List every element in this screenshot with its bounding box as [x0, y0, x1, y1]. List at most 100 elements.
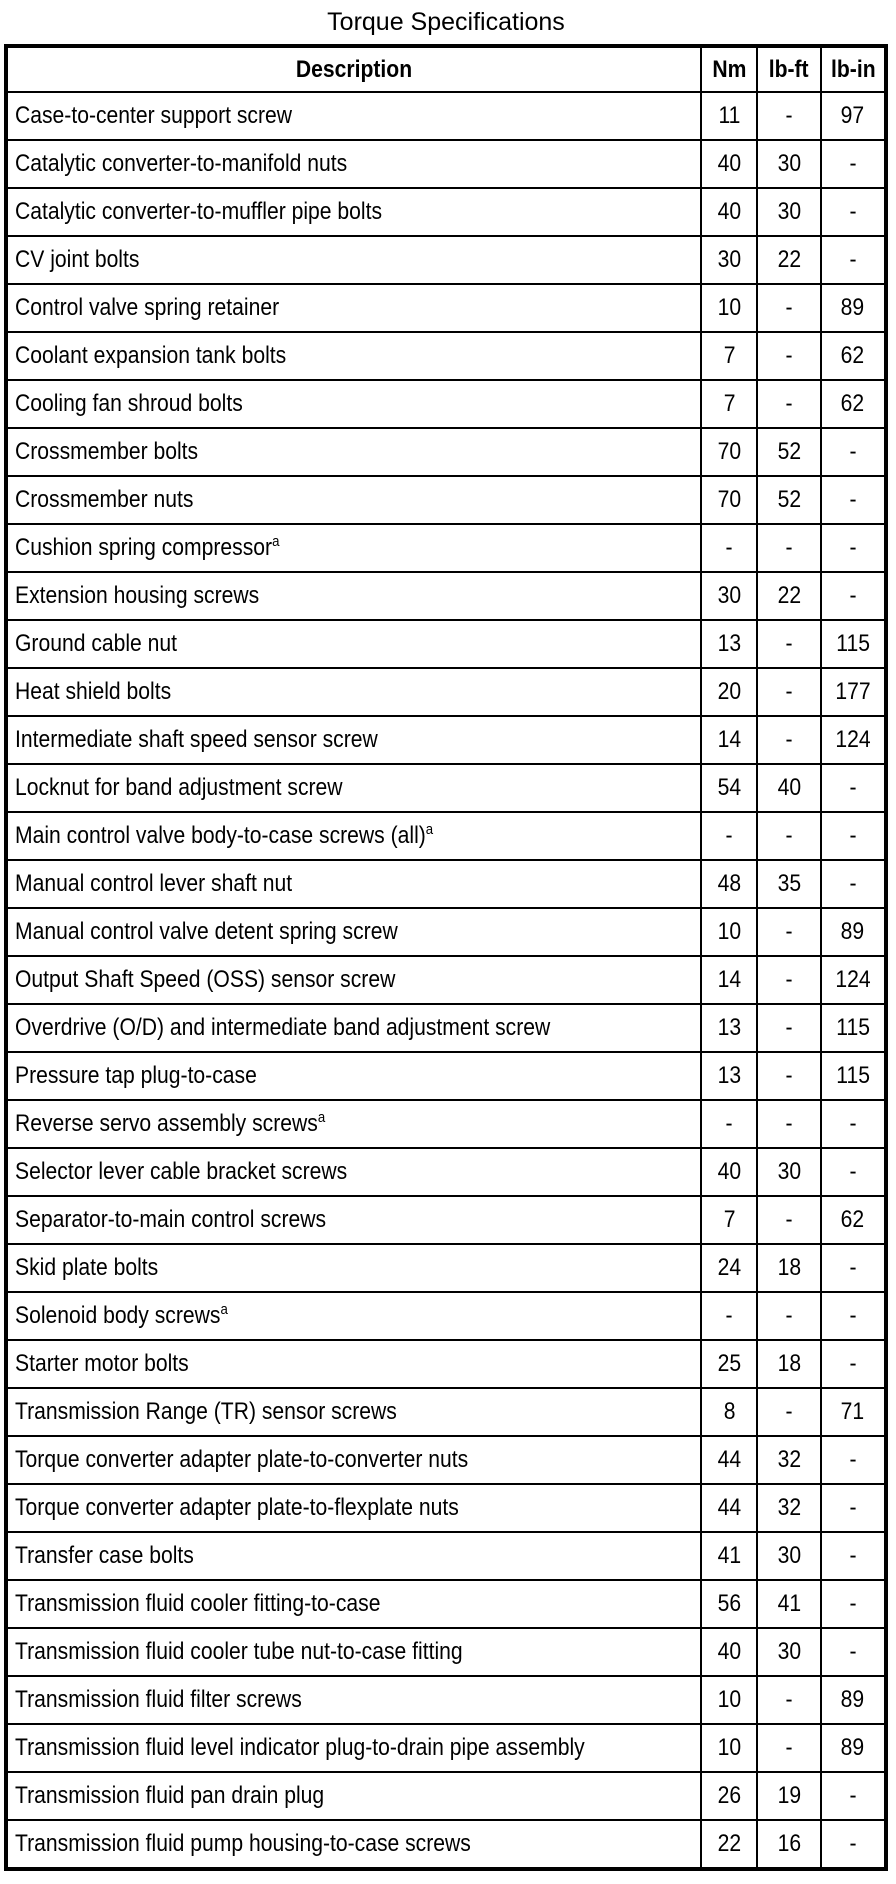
- row-lb-in-value: -: [849, 1638, 857, 1665]
- row-description: Reverse servo assembly screwsa: [15, 1109, 326, 1137]
- row-nm-value: 40: [717, 198, 742, 225]
- table-row: Heat shield bolts 20 - 177: [4, 667, 888, 717]
- row-nm-value: 10: [717, 294, 742, 321]
- table-row: CV joint bolts 30 22 -: [4, 235, 888, 285]
- row-description: Control valve spring retainer: [15, 294, 280, 321]
- row-lb-ft-value: 52: [777, 438, 801, 465]
- row-nm-value: 8: [723, 1398, 736, 1425]
- row-lb-in-value: 115: [835, 1062, 870, 1089]
- row-description: Torque converter adapter plate-to-conver…: [15, 1446, 469, 1473]
- column-header-description: Description: [4, 45, 703, 93]
- table-row: Manual control lever shaft nut 48 35 -: [4, 859, 888, 909]
- row-lb-in-value: -: [849, 1350, 857, 1377]
- row-description: Extension housing screws: [15, 582, 260, 609]
- row-description: Separator-to-main control screws: [15, 1206, 327, 1233]
- row-description: Transmission Range (TR) sensor screws: [15, 1398, 397, 1425]
- row-description: Output Shaft Speed (OSS) sensor screw: [15, 966, 396, 993]
- row-nm-value: 7: [723, 390, 736, 417]
- row-lb-in-value: -: [849, 1446, 857, 1473]
- row-lb-in-value: 89: [841, 1734, 865, 1761]
- row-nm-value: 48: [717, 870, 742, 897]
- table-row: Transmission fluid pan drain plug 26 19 …: [4, 1771, 888, 1821]
- table-row: Locknut for band adjustment screw 54 40 …: [4, 763, 888, 813]
- row-lb-ft-value: -: [785, 1110, 793, 1137]
- row-nm-value: 70: [717, 486, 742, 513]
- row-description: Intermediate shaft speed sensor screw: [15, 726, 378, 753]
- row-nm-value: -: [725, 1110, 733, 1137]
- table-row: Selector lever cable bracket screws 40 3…: [4, 1147, 888, 1197]
- row-description: Transmission fluid cooler tube nut-to-ca…: [15, 1638, 463, 1665]
- table-row: Cushion spring compressora - - -: [4, 523, 888, 573]
- row-description: Ground cable nut: [15, 630, 178, 657]
- row-lb-in-value: -: [849, 1254, 857, 1281]
- row-lb-in-value: -: [849, 1830, 857, 1857]
- table-body: Case-to-center support screw 11 - 97 Cat…: [4, 91, 888, 1870]
- row-lb-ft-value: 30: [777, 1542, 801, 1569]
- row-nm-value: 30: [717, 582, 742, 609]
- row-description: Cushion spring compressora: [15, 533, 280, 561]
- row-description: CV joint bolts: [15, 246, 140, 273]
- row-nm-value: 40: [717, 1158, 742, 1185]
- row-description: Transmission fluid pump housing-to-case …: [15, 1830, 471, 1857]
- row-nm-value: 7: [723, 1206, 736, 1233]
- row-description: Cooling fan shroud bolts: [15, 390, 243, 417]
- table-header-row: Description Nm lb-ft lb-in: [4, 45, 888, 93]
- table-row: Crossmember nuts 70 52 -: [4, 475, 888, 525]
- column-header-nm: Nm: [700, 45, 759, 93]
- footnote-marker: a: [272, 533, 280, 550]
- page-title: Torque Specifications: [327, 8, 565, 36]
- footnote-marker: a: [425, 821, 434, 838]
- table-row: Ground cable nut 13 - 115: [4, 619, 888, 669]
- row-lb-ft-value: 30: [777, 150, 801, 177]
- table-row: Transmission fluid cooler tube nut-to-ca…: [4, 1627, 888, 1677]
- table-row: Main control valve body-to-case screws (…: [4, 811, 888, 861]
- row-lb-ft-value: -: [785, 1206, 793, 1233]
- table-row: Pressure tap plug-to-case 13 - 115: [4, 1051, 888, 1101]
- row-lb-ft-value: 30: [777, 1638, 801, 1665]
- row-lb-ft-value: 19: [777, 1782, 801, 1809]
- row-lb-ft-value: 32: [777, 1494, 801, 1521]
- row-lb-in-value: 62: [841, 390, 865, 417]
- row-description: Main control valve body-to-case screws (…: [15, 821, 434, 849]
- row-nm-value: 24: [717, 1254, 742, 1281]
- row-nm-value: 30: [717, 246, 742, 273]
- row-description: Starter motor bolts: [15, 1350, 189, 1377]
- row-lb-in-value: -: [849, 1110, 857, 1137]
- table-row: Transfer case bolts 41 30 -: [4, 1531, 888, 1581]
- row-lb-in-value: 89: [841, 294, 865, 321]
- row-lb-ft-value: 16: [777, 1830, 801, 1857]
- table-row: Solenoid body screwsa - - -: [4, 1291, 888, 1341]
- row-lb-in-value: -: [849, 1782, 857, 1809]
- row-description: Overdrive (O/D) and intermediate band ad…: [15, 1014, 551, 1041]
- row-lb-ft-value: 41: [777, 1590, 801, 1617]
- row-nm-value: 54: [717, 774, 742, 801]
- table-row: Reverse servo assembly screwsa - - -: [4, 1099, 888, 1149]
- row-lb-ft-value: 22: [777, 582, 801, 609]
- table-row: Catalytic converter-to-manifold nuts 40 …: [4, 139, 888, 189]
- row-lb-in-value: -: [849, 246, 857, 273]
- table-row: Transmission fluid pump housing-to-case …: [4, 1819, 888, 1870]
- row-lb-in-value: -: [849, 198, 857, 225]
- table-row: Transmission Range (TR) sensor screws 8 …: [4, 1387, 888, 1437]
- row-lb-ft-value: -: [785, 390, 793, 417]
- row-lb-ft-value: 32: [777, 1446, 801, 1473]
- table-row: Starter motor bolts 25 18 -: [4, 1339, 888, 1389]
- row-description: Heat shield bolts: [15, 678, 172, 705]
- row-lb-in-value: 97: [841, 102, 865, 129]
- row-lb-ft-value: -: [785, 630, 793, 657]
- row-description: Skid plate bolts: [15, 1254, 159, 1281]
- row-lb-in-value: -: [849, 534, 857, 561]
- row-lb-in-value: 124: [835, 726, 871, 753]
- row-lb-ft-value: -: [785, 342, 793, 369]
- table-row: Output Shaft Speed (OSS) sensor screw 14…: [4, 955, 888, 1005]
- row-lb-in-value: 62: [841, 342, 865, 369]
- row-nm-value: 10: [717, 1686, 742, 1713]
- row-lb-ft-value: 30: [777, 198, 801, 225]
- table-row: Transmission fluid level indicator plug-…: [4, 1723, 888, 1773]
- row-lb-in-value: -: [849, 1158, 857, 1185]
- row-nm-value: 26: [717, 1782, 742, 1809]
- row-lb-ft-value: -: [785, 1398, 793, 1425]
- row-lb-ft-value: -: [785, 1062, 793, 1089]
- row-description: Transfer case bolts: [15, 1542, 194, 1569]
